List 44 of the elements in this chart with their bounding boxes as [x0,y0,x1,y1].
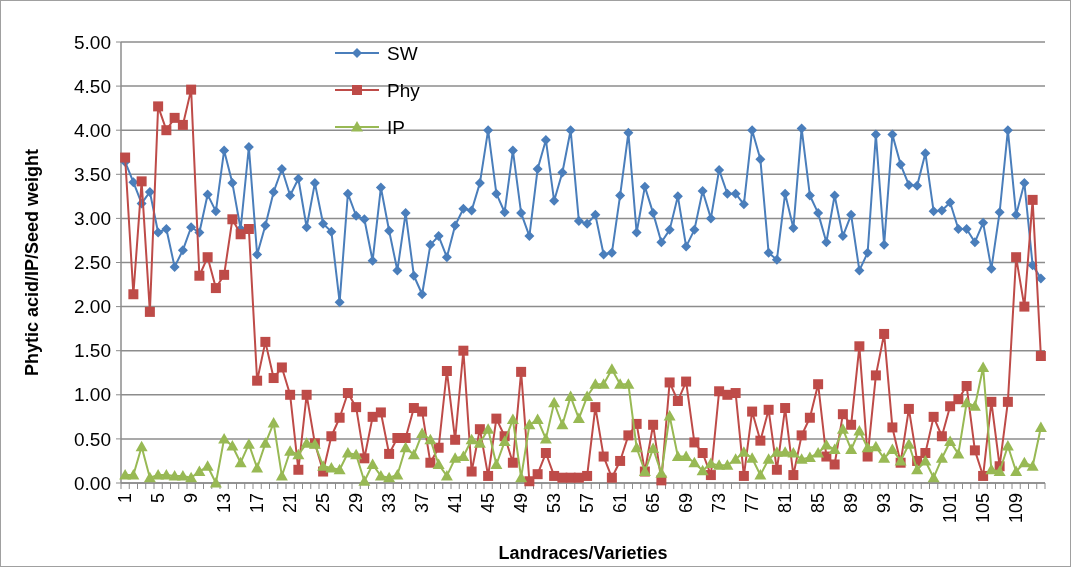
x-tick-label: 77 [742,493,763,514]
y-tick-label: 0.00 [74,472,111,494]
y-tick-label: 0.50 [74,428,111,450]
x-tick-label: 61 [610,493,631,514]
y-tick-label: 3.00 [74,208,111,230]
x-tick-label: 101 [940,493,961,524]
x-tick-label: 21 [280,493,301,514]
legend-label: SW [387,42,418,64]
x-tick-label: 1 [115,493,136,504]
x-tick-label: 93 [874,493,895,514]
x-tick-label: 69 [676,493,697,514]
x-tick-label: 53 [544,493,565,514]
x-tick-label: 29 [346,493,367,514]
x-tick-label: 5 [148,493,169,504]
y-tick-label: 1.50 [74,340,111,362]
legend-label: Phy [387,79,421,101]
y-tick-label: 4.50 [74,75,111,97]
x-tick-label: 25 [313,493,334,514]
x-tick-label: 33 [379,493,400,514]
x-tick-label: 89 [841,493,862,514]
x-tick-label: 65 [643,493,664,514]
x-tick-label: 81 [775,493,796,514]
x-tick-label: 17 [247,493,268,514]
x-tick-label: 85 [808,493,829,514]
y-axis-title: Phytic acid/IP/Seed weight [22,148,42,377]
y-tick-label: 2.50 [74,252,111,274]
y-tick-label: 4.00 [74,119,111,141]
x-tick-label: 105 [973,493,994,524]
x-tick-label: 57 [577,493,598,514]
x-tick-label: 13 [214,493,235,514]
x-tick-label: 41 [445,493,466,514]
y-tick-label: 2.00 [74,296,111,318]
y-tick-label: 1.00 [74,384,111,406]
x-tick-label: 9 [181,493,202,504]
x-tick-label: 45 [478,493,499,514]
x-tick-label: 49 [511,493,532,514]
y-tick-label: 3.50 [74,163,111,185]
y-tick-label: 5.00 [74,31,111,53]
x-tick-label: 97 [907,493,928,514]
x-tick-label: 73 [709,493,730,514]
legend-label: IP [387,116,405,138]
x-tick-label: 109 [1006,493,1027,524]
x-axis-title: Landraces/Varieties [498,543,668,563]
x-tick-label: 37 [412,493,433,514]
